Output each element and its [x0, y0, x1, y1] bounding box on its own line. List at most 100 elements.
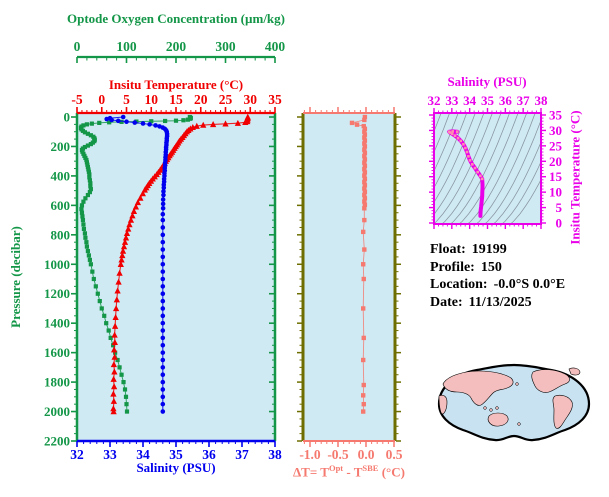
- delta-t-title-pre: ΔT= T: [293, 464, 329, 480]
- isopycnal-contour-line: [434, 113, 493, 224]
- temperature-axis: [76, 107, 276, 115]
- oxygen-axis: [76, 55, 276, 63]
- tick-label: 20: [194, 92, 208, 107]
- isopycnal-contour-line: [501, 160, 541, 224]
- isopycnal-contour-line: [484, 119, 541, 224]
- tick-label: 1800: [44, 375, 70, 390]
- profile-number-line: Profile: 150: [430, 259, 565, 277]
- tick-label: 5: [556, 200, 563, 215]
- tick-label: 30: [549, 123, 562, 138]
- isopycnal-contour-line: [434, 113, 450, 154]
- map-landmass: [442, 370, 514, 406]
- isopycnal-contour-line: [492, 140, 541, 224]
- isopycnal-contour-line: [475, 113, 536, 224]
- map-landmass: [531, 369, 570, 393]
- delta-t-axis-title: ΔT= TOpt - TSBE (°C): [283, 461, 415, 479]
- ts-salinity-title: Salinity (PSU): [447, 74, 527, 89]
- tick-label: 0: [74, 39, 81, 54]
- pressure-axis-title: Pressure (decibar): [8, 226, 23, 328]
- map-island: [483, 406, 487, 410]
- tick-label: 35: [549, 108, 563, 123]
- location-line: Location: -0.0°S 0.0°E: [430, 276, 565, 294]
- float-info-panel: Float: 19199 Profile: 150 Location: -0.0°S …: [430, 241, 565, 311]
- tick-label: 400: [51, 168, 71, 183]
- tick-label: 400: [265, 39, 286, 54]
- tick-label: 200: [166, 39, 187, 54]
- map-landmass: [438, 394, 448, 415]
- map-island: [517, 422, 521, 426]
- tick-label: 600: [51, 198, 71, 213]
- isopycnal-contour-line: [434, 113, 476, 203]
- tick-label: 33: [445, 93, 459, 108]
- tick-label: 300: [215, 39, 236, 54]
- tick-label: 10: [549, 185, 562, 200]
- tick-label: 2000: [44, 404, 70, 419]
- tick-label: 0.0: [358, 447, 375, 462]
- map-island: [495, 406, 499, 410]
- tick-label: 15: [549, 169, 563, 184]
- isopycnal-contour-line: [509, 178, 541, 224]
- location-value: -0.0°S 0.0°E: [493, 277, 566, 292]
- tick-label: -0.5: [327, 447, 349, 462]
- ts-axes: [429, 108, 546, 229]
- tick-label: 20: [549, 154, 562, 169]
- ts-curve: [447, 129, 485, 218]
- tick-label: 2200: [44, 434, 70, 449]
- location-label: Location:: [430, 277, 488, 292]
- isopycnal-contour-line: [449, 113, 510, 224]
- tick-label: 0.5: [386, 447, 403, 462]
- tick-label: 1200: [44, 286, 70, 301]
- tick-label: 1400: [44, 316, 70, 331]
- float-id-label: Float:: [430, 242, 466, 257]
- tick-label: 33: [103, 447, 117, 462]
- map-island: [515, 382, 519, 386]
- delta-t-title-mid: - T: [343, 464, 363, 480]
- delta-t-axes: [297, 107, 401, 447]
- delta-plot-area: [303, 113, 395, 441]
- tick-label: 10: [145, 92, 159, 107]
- float-id-line: Float: 19199: [430, 241, 565, 259]
- tick-label: -1.0: [299, 447, 321, 462]
- salinity-axis-title: Salinity (PSU): [136, 460, 216, 475]
- delta-t-curve: [349, 114, 368, 414]
- delta-t-title-sup-sbe: SBE: [362, 463, 379, 473]
- tick-label: 30: [244, 92, 258, 107]
- map-landmass: [568, 367, 581, 376]
- tick-label: 38: [268, 447, 282, 462]
- tick-label: 800: [51, 227, 71, 242]
- tick-label: 35: [169, 447, 183, 462]
- oxygen-axis-title: Optode Oxygen Concentration (µm/kg): [66, 11, 285, 26]
- tick-label: 36: [202, 447, 216, 462]
- delta-t-title-sup-opt: Opt: [328, 463, 344, 473]
- tick-label: 34: [463, 93, 477, 108]
- world-map: [437, 363, 591, 442]
- date-label: Date:: [430, 294, 463, 310]
- tick-label: 0: [98, 92, 105, 107]
- tick-label: 37: [235, 447, 249, 462]
- isopycnal-contour-line: [434, 113, 467, 189]
- tick-label: 5: [123, 92, 130, 107]
- tick-label: 100: [116, 39, 137, 54]
- tick-label: 32: [428, 93, 441, 108]
- tick-label: 37: [517, 93, 531, 108]
- delta-t-title-post: (°C): [378, 464, 405, 480]
- tick-label: 34: [136, 447, 150, 462]
- tick-label: 1000: [44, 257, 70, 272]
- tick-label: 25: [549, 138, 563, 153]
- ts-temperature-title: Insitu Temperature (°C): [567, 110, 583, 245]
- tick-label: 38: [535, 93, 549, 108]
- salinity-profile-curve: [104, 114, 170, 414]
- pressure-axis: [71, 113, 277, 442]
- tick-label: 25: [219, 92, 233, 107]
- isopycnal-contour-line: [458, 113, 519, 224]
- isopycnal-contour-line: [434, 113, 485, 215]
- date-line: Date: 11/13/2025: [430, 294, 565, 312]
- tick-label: 1600: [44, 345, 70, 360]
- map-landmass: [487, 412, 509, 427]
- tick-label: 0: [64, 110, 71, 125]
- profile-number-label: Profile:: [430, 259, 475, 275]
- tick-label: 36: [499, 93, 513, 108]
- salinity-axis: [76, 439, 276, 447]
